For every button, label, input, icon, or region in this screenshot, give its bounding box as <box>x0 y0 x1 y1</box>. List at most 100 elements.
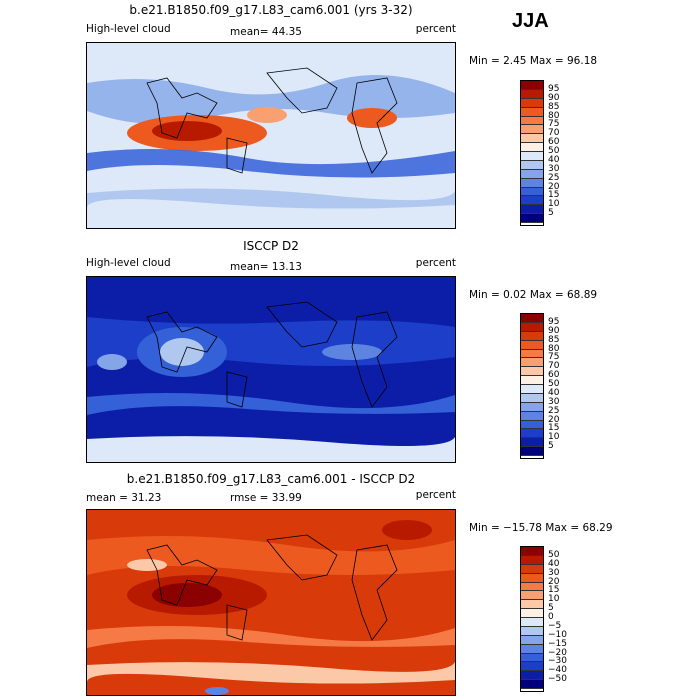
panel3-units: percent <box>415 489 456 501</box>
colorbar-tick-label: 50 <box>548 146 560 156</box>
colorbar-swatch <box>521 582 543 592</box>
colorbar-tick-label: 60 <box>548 370 560 381</box>
colorbar-swatch <box>521 609 543 618</box>
colorbar-tick-label: 30 <box>548 163 560 174</box>
colorbar-swatch <box>521 626 543 636</box>
colorbar-swatch <box>521 187 543 197</box>
colorbar-swatch <box>521 340 543 350</box>
colorbar-tick-label: 20 <box>548 181 560 192</box>
colorbar-tick-label: 20 <box>548 414 560 425</box>
panel2-field-label: High-level cloud <box>86 257 171 269</box>
colorbar-swatch <box>521 573 543 583</box>
colorbar-swatch <box>521 618 543 627</box>
colorbar-swatch <box>521 314 543 323</box>
panel1-mean: mean= 44.35 <box>230 26 302 38</box>
colorbar-tick-label: −40 <box>548 665 567 676</box>
colorbar-tick-label: 5 <box>548 441 554 452</box>
colorbar-swatch <box>521 358 543 368</box>
colorbar-swatch <box>521 402 543 412</box>
colorbar-tick-label: 90 <box>548 325 560 336</box>
colorbar-tick-label: 15 <box>548 423 560 434</box>
colorbar-tick-label: 95 <box>548 316 560 327</box>
colorbar-tick-label: −15 <box>548 638 567 649</box>
colorbar-swatch <box>521 671 543 681</box>
colorbar-tick-label: −20 <box>548 647 567 658</box>
colorbar-tick-label: 70 <box>548 128 560 139</box>
colorbar-tick-label: −50 <box>548 674 567 685</box>
colorbar-tick-label: 75 <box>548 352 560 363</box>
panel3-minmax: Min = −15.78 Max = 68.29 <box>469 522 613 534</box>
colorbar-tick-label: 70 <box>548 361 560 372</box>
panel2-units: percent <box>415 257 456 269</box>
colorbar-swatch <box>521 591 543 601</box>
colorbar-swatch <box>521 635 543 645</box>
colorbar-swatch <box>521 547 543 556</box>
panel2-title: ISCCP D2 <box>243 239 299 253</box>
panel2-minmax: Min = 0.02 Max = 68.89 <box>469 289 598 301</box>
colorbar-tick-label: 10 <box>548 432 560 443</box>
colorbar-tick-label: 30 <box>548 396 560 407</box>
panel3-map <box>86 509 456 696</box>
colorbar-tick-label: 50 <box>548 549 560 560</box>
colorbar-swatch <box>521 98 543 108</box>
colorbar-tick-label: 80 <box>548 110 560 121</box>
colorbar-tick-label: 25 <box>548 172 560 183</box>
panel3-mean: mean = 31.23 <box>86 492 162 504</box>
colorbar-tick-label: 80 <box>548 343 560 354</box>
colorbar-swatch <box>521 134 543 144</box>
panel1-field-label: High-level cloud <box>86 23 171 35</box>
colorbar-swatch <box>521 420 543 430</box>
colorbar-tick-label: 5 <box>548 603 554 614</box>
season-label: JJA <box>512 10 549 32</box>
colorbar-tick-label: −10 <box>548 629 567 640</box>
colorbar-tick-label: 40 <box>548 154 560 165</box>
colorbar-swatch <box>521 564 543 574</box>
colorbar-swatch <box>521 322 543 332</box>
colorbar-swatch <box>521 447 543 456</box>
panel2-map <box>86 276 456 463</box>
colorbar-swatch <box>521 438 543 448</box>
colorbar-swatch <box>521 214 543 223</box>
colorbar-swatch <box>521 169 543 179</box>
colorbar-tick-label: 60 <box>548 137 560 148</box>
colorbar-swatch <box>521 680 543 689</box>
colorbar-tick-label: 10 <box>548 594 560 605</box>
colorbar-tick-label: 20 <box>548 576 560 587</box>
colorbar-swatch <box>521 653 543 663</box>
colorbar-tick-label: 15 <box>548 190 560 201</box>
colorbar-swatch <box>521 81 543 90</box>
colorbar-swatch <box>521 178 543 188</box>
colorbar-tick-label: 5 <box>548 208 554 219</box>
colorbar-swatch <box>521 89 543 99</box>
colorbar-swatch <box>521 152 543 161</box>
panel2-mean: mean= 13.13 <box>230 261 302 273</box>
colorbar-tick-label: 85 <box>548 101 560 112</box>
colorbar-swatch <box>521 143 543 152</box>
panel1-colorbar <box>520 80 544 226</box>
panel1-title: b.e21.B1850.f09_g17.L83_cam6.001 (yrs 3-… <box>129 3 413 17</box>
colorbar-swatch <box>521 107 543 117</box>
colorbar-swatch <box>521 331 543 341</box>
colorbar-swatch <box>521 393 543 403</box>
colorbar-tick-label: −30 <box>548 656 567 667</box>
colorbar-swatch <box>521 600 543 610</box>
colorbar-tick-label: 40 <box>548 558 560 569</box>
panel3-title: b.e21.B1850.f09_g17.L83_cam6.001 - ISCCP… <box>126 472 416 486</box>
colorbar-swatch <box>521 429 543 439</box>
colorbar-tick-label: 40 <box>548 387 560 398</box>
colorbar-swatch <box>521 205 543 215</box>
panel3-colorbar <box>520 546 544 692</box>
panel2-colorbar <box>520 313 544 459</box>
colorbar-swatch <box>521 196 543 206</box>
colorbar-swatch <box>521 376 543 385</box>
colorbar-swatch <box>521 555 543 565</box>
colorbar-tick-label: 90 <box>548 92 560 103</box>
colorbar-tick-label: 50 <box>548 379 560 389</box>
colorbar-swatch <box>521 385 543 394</box>
colorbar-tick-label: 75 <box>548 119 560 130</box>
colorbar-swatch <box>521 125 543 135</box>
colorbar-tick-label: 15 <box>548 585 560 596</box>
colorbar-swatch <box>521 662 543 672</box>
panel1-map <box>86 42 456 229</box>
colorbar-tick-label: 30 <box>548 567 560 578</box>
